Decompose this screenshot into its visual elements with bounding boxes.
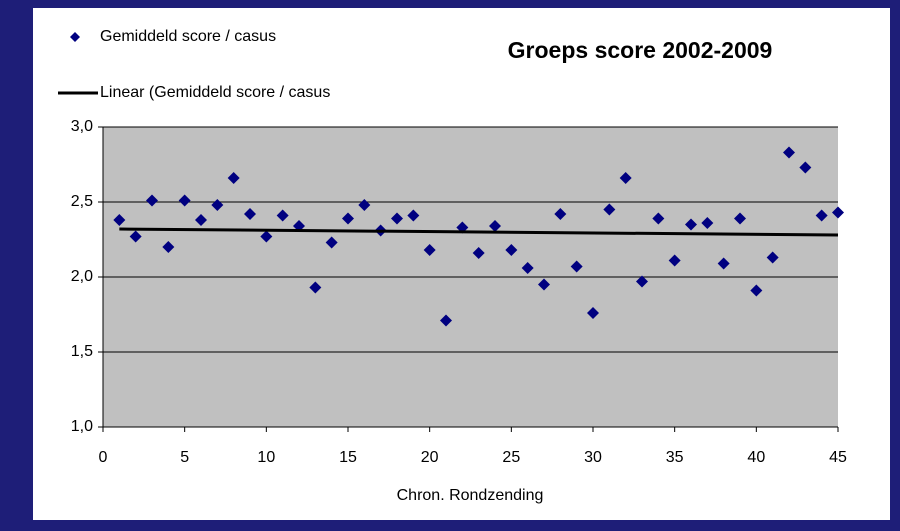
data-point	[276, 209, 289, 222]
data-point	[554, 208, 567, 220]
x-tick-label: 5	[180, 449, 189, 466]
data-point	[309, 281, 322, 294]
data-point	[162, 241, 175, 253]
data-point	[587, 307, 599, 319]
data-point	[129, 230, 142, 243]
data-point	[799, 161, 812, 174]
data-point	[652, 212, 665, 225]
data-point	[685, 218, 697, 231]
data-point	[717, 257, 730, 270]
x-tick-label: 20	[421, 449, 439, 466]
data-point	[358, 199, 371, 211]
chart-title: Groeps score 2002-2009	[508, 37, 773, 63]
data-point	[766, 251, 779, 264]
data-point	[538, 278, 550, 291]
trend-line	[119, 227, 839, 237]
data-point	[195, 214, 207, 226]
data-point	[260, 230, 273, 243]
data-point	[211, 199, 224, 211]
data-point	[636, 275, 648, 288]
data-point	[603, 203, 616, 216]
data-point	[783, 146, 795, 159]
x-tick-label: 40	[747, 449, 765, 466]
x-tick-label: 10	[257, 449, 275, 466]
data-point	[619, 172, 632, 184]
data-point	[178, 194, 191, 207]
data-point	[423, 244, 436, 256]
data-point	[815, 209, 828, 222]
data-point	[489, 220, 501, 232]
data-point	[227, 172, 240, 184]
x-tick-label: 35	[666, 449, 684, 466]
data-point	[505, 244, 518, 256]
x-tick-label: 45	[829, 449, 847, 466]
x-tick-label: 0	[99, 449, 108, 466]
legend-marker	[70, 32, 80, 42]
x-tick-label: 25	[502, 449, 520, 466]
y-tick-label: 3,0	[71, 118, 93, 135]
data-point	[668, 254, 681, 267]
data-point	[342, 212, 354, 225]
x-tick-label: 15	[339, 449, 357, 466]
data-point	[146, 194, 158, 207]
legend-label: Gemiddeld score / casus	[100, 28, 276, 45]
data-point	[472, 247, 485, 259]
y-tick-label: 1,5	[71, 343, 93, 360]
y-tick-label: 2,5	[71, 193, 93, 210]
data-point	[750, 284, 763, 297]
data-point	[832, 206, 844, 219]
x-axis-label: Chron. Rondzending	[397, 487, 544, 504]
data-point	[244, 208, 256, 220]
y-tick-label: 2,0	[71, 268, 93, 285]
data-point	[521, 262, 534, 274]
x-tick-label: 30	[584, 449, 602, 466]
data-point	[440, 314, 452, 327]
legend-label: Linear (Gemiddeld score / casus	[100, 84, 330, 101]
data-point	[701, 217, 714, 229]
y-tick-label: 1,0	[71, 418, 93, 435]
data-point	[570, 260, 583, 273]
data-point	[734, 212, 746, 225]
data-point	[407, 209, 420, 222]
data-point	[391, 212, 403, 225]
data-point	[113, 214, 126, 226]
data-point	[325, 236, 338, 249]
